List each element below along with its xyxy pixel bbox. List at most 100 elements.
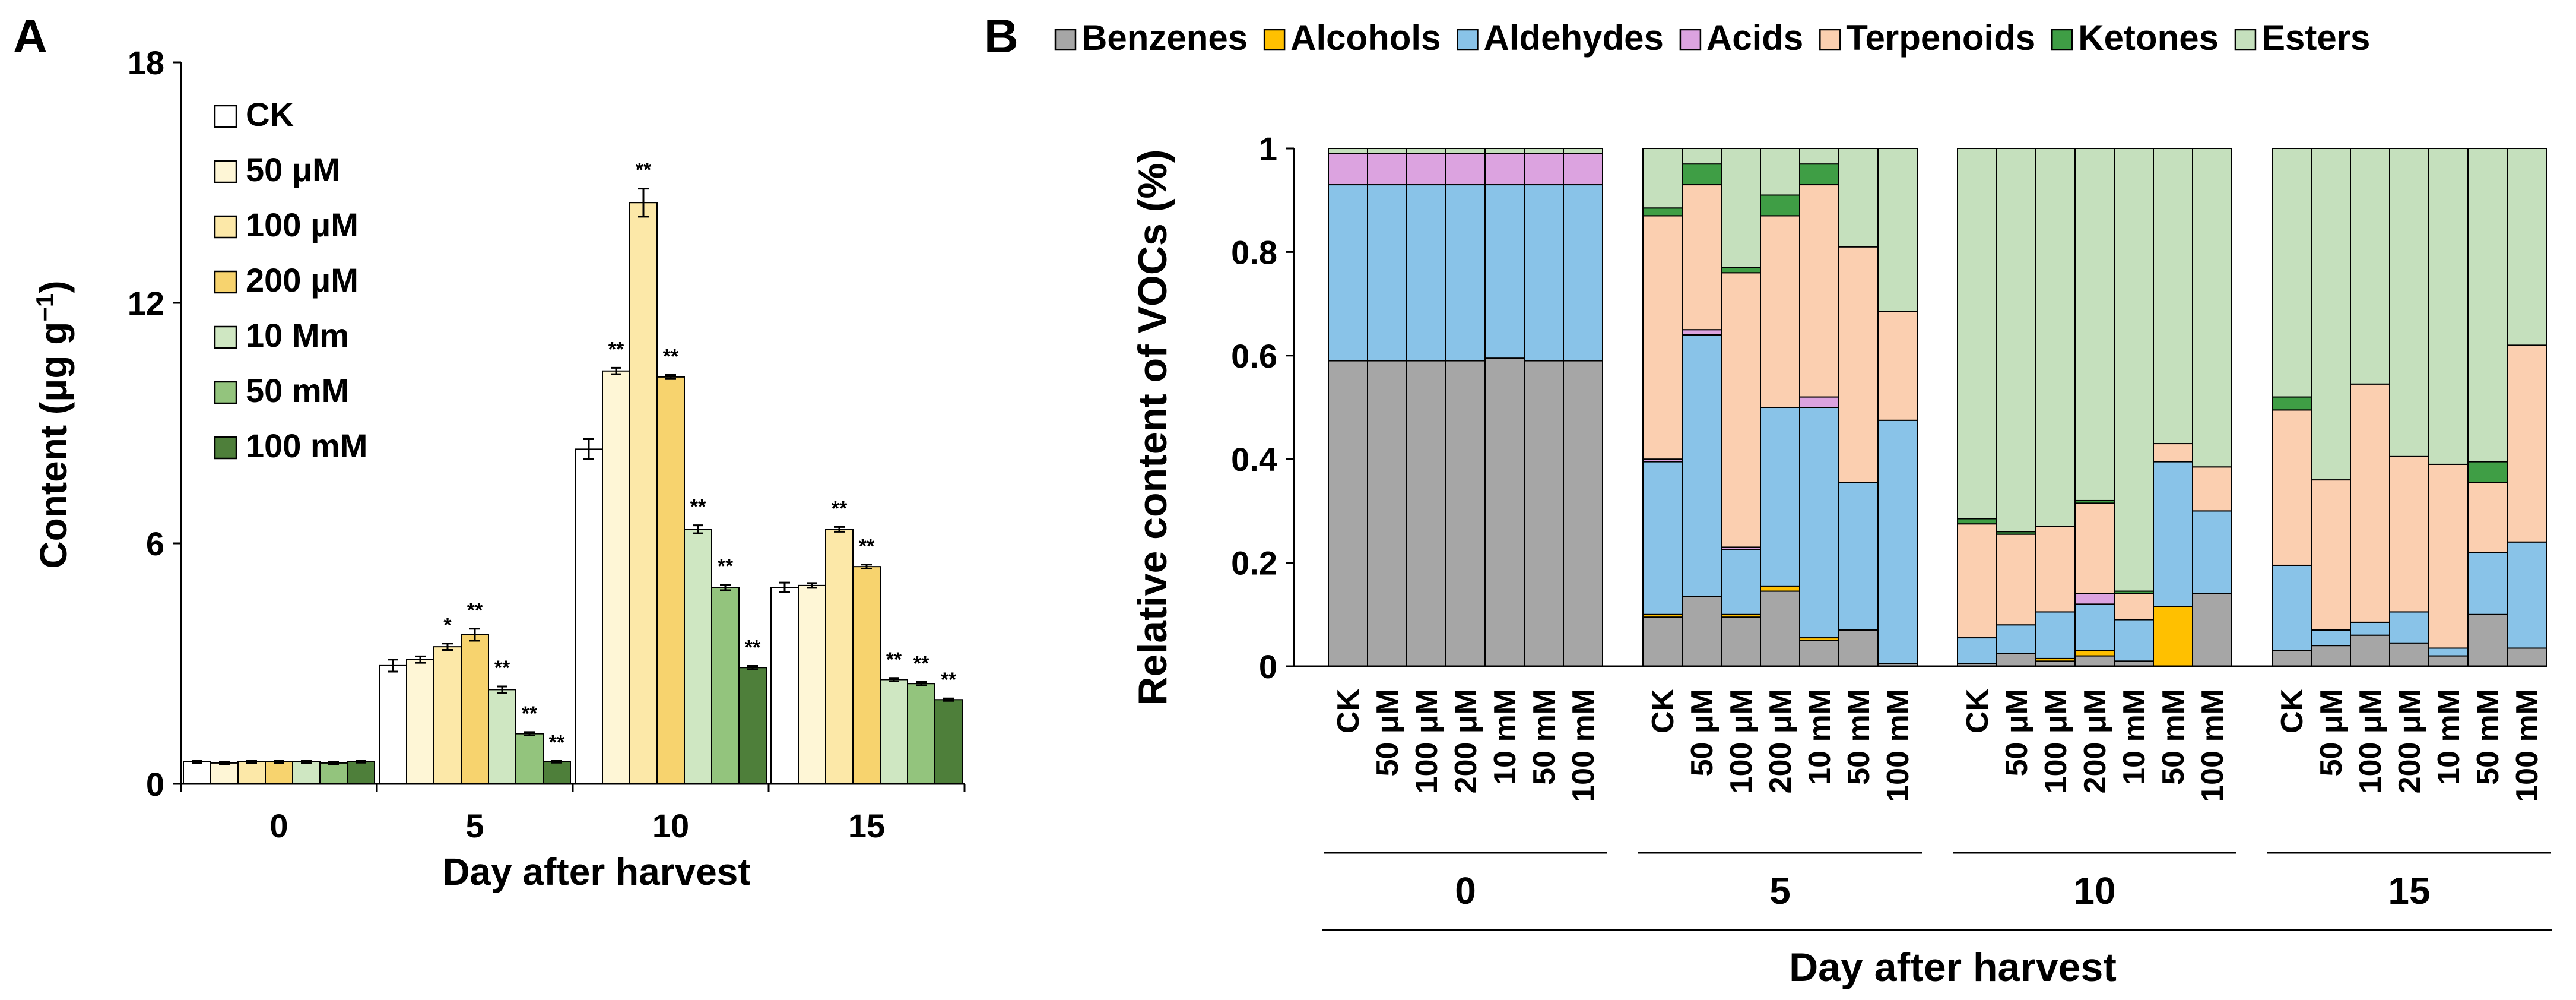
legend-label-acids: Acids [1706, 18, 1803, 58]
y-tick-label: 0.6 [1231, 337, 1277, 375]
treatment-label-50-m-day-5: 50 μM [1685, 689, 1720, 776]
segment-aldehydes-day-5-200-m [1760, 407, 1800, 587]
segment-esters-day-10-100-m [2035, 148, 2076, 527]
segment-alcohols-day-5-200-m [1760, 585, 1800, 592]
treatment-label-ck-day-15: CK [2275, 689, 2309, 734]
segment-aldehydes-day-15-50-mm [2467, 552, 2508, 615]
segment-terpenoids-day-5-100-mm [1877, 311, 1918, 421]
segment-terpenoids-day-5-ck [1642, 215, 1683, 460]
segment-acids-day-0-ck [1328, 153, 1368, 186]
segment-benzenes-day-5-10-mm [1799, 640, 1839, 667]
significance-label: ** [690, 496, 706, 518]
treatment-label-50-m-day-0: 50 μM [1371, 689, 1405, 776]
x-tick-label-day-10: 10 [652, 807, 689, 844]
segment-benzenes-day-0-100-mm [1563, 360, 1603, 667]
treatment-label-100-mm-day-15: 100 mM [2510, 689, 2545, 802]
panel-b-category-axis: CK 50 μM 100 μM 200 μM 10 mM 50 mM 100 mM CK 50 … [1322, 689, 2552, 931]
segment-aldehydes-day-5-100-mm [1877, 419, 1918, 664]
bar-100-m-day-5 [433, 646, 462, 785]
segment-benzenes-day-5-100-m [1721, 616, 1761, 667]
treatment-label-200-m-day-0: 200 μM [1449, 689, 1483, 793]
bar-200-m-day-10 [656, 376, 685, 784]
segment-terpenoids-day-10-100-m [2035, 526, 2076, 613]
segment-aldehydes-day-15-50-m [2311, 629, 2351, 647]
segment-benzenes-day-0-100-m [1406, 360, 1446, 667]
bar-10-mm-day-15 [880, 679, 908, 784]
segment-terpenoids-day-10-ck [1957, 523, 1997, 639]
y-tick-label: 1 [1259, 130, 1277, 167]
segment-aldehydes-day-10-100-m [2035, 611, 2076, 659]
segment-ketones-day-5-100-m [1721, 267, 1761, 274]
treatment-label-100-m-day-5: 100 μM [1724, 689, 1759, 793]
treatment-label-100-mm-day-10: 100 mM [2196, 689, 2230, 802]
segment-terpenoids-day-15-50-mm [2467, 482, 2508, 553]
treatment-label-50-m-day-15: 50 μM [2314, 689, 2349, 776]
segment-esters-day-15-10-mm [2428, 148, 2469, 465]
segment-ketones-day-15-50-mm [2467, 461, 2508, 483]
segment-esters-day-0-100-mm [1563, 148, 1603, 154]
segment-benzenes-day-15-50-mm [2467, 613, 2508, 667]
segment-aldehydes-day-0-50-m [1367, 184, 1407, 362]
panel-a-y-axis-title-sup: −1 [31, 293, 59, 322]
bar-200-m-day-5 [461, 634, 489, 785]
panel-a-y-axis-title-main: Content (μg g [32, 322, 75, 569]
segment-esters-day-10-50-mm [2153, 148, 2193, 445]
treatment-label-200-m-day-10: 200 μM [2078, 689, 2112, 793]
segment-aldehydes-day-10-ck [1957, 637, 1997, 664]
segment-aldehydes-day-10-50-m [1996, 624, 2036, 654]
segment-esters-day-0-100-m [1406, 148, 1446, 154]
segment-ketones-day-5-ck [1642, 207, 1683, 217]
segment-acids-day-0-100-mm [1563, 153, 1603, 186]
bar-10-mm-day-5 [488, 689, 516, 784]
treatment-label-50-mm-day-10: 50 mM [2156, 689, 2191, 785]
segment-terpenoids-day-5-100-m [1721, 272, 1761, 548]
segment-esters-day-5-10-mm [1799, 148, 1839, 165]
segment-esters-day-15-50-m [2311, 148, 2351, 481]
segment-acids-day-0-100-m [1406, 153, 1446, 186]
segment-benzenes-day-0-10-mm [1484, 357, 1525, 667]
segment-benzenes-day-15-200-m [2389, 642, 2429, 667]
treatment-label-50-mm-day-15: 50 mM [2471, 689, 2505, 785]
segment-benzenes-day-5-50-m [1682, 596, 1722, 667]
significance-label: ** [718, 555, 734, 578]
segment-benzenes-day-5-50-mm [1838, 629, 1879, 667]
segment-aldehydes-day-10-10-mm [2114, 619, 2154, 662]
significance-label: ** [859, 535, 875, 558]
segment-aldehydes-day-5-ck [1642, 461, 1683, 615]
segment-ketones-day-15-ck [2272, 396, 2312, 411]
legend-label-alcohols: Alcohols [1290, 18, 1441, 58]
treatment-label-10-mm-day-5: 10 mM [1803, 689, 1837, 785]
segment-aldehydes-day-15-10-mm [2428, 647, 2469, 657]
segment-benzenes-day-15-100-m [2350, 634, 2390, 667]
segment-esters-day-10-100-mm [2192, 148, 2232, 468]
legend-swatch-100-mm [214, 436, 237, 460]
legend-swatch-50-mm [214, 381, 237, 404]
legend-label-esters: Esters [2261, 18, 2370, 58]
segment-terpenoids-day-5-50-m [1682, 184, 1722, 331]
bar-ck-day-10 [575, 448, 603, 784]
segment-benzenes-day-10-50-m [1996, 653, 2036, 667]
treatment-label-100-m-day-0: 100 μM [1410, 689, 1444, 793]
segment-aldehydes-day-10-50-mm [2153, 461, 2193, 607]
treatment-label-200-m-day-5: 200 μM [1763, 689, 1798, 793]
segment-acids-day-5-10-mm [1799, 396, 1839, 408]
legend-swatch-terpenoids [1819, 29, 1841, 51]
significance-label: ** [636, 159, 652, 182]
segment-aldehydes-day-0-10-mm [1484, 184, 1525, 359]
treatment-label-50-m-day-10: 50 μM [2000, 689, 2034, 776]
legend-label-10-mm: 10 Mm [246, 317, 349, 354]
bar-100-m-day-15 [825, 529, 854, 784]
treatment-label-100-mm-day-0: 100 mM [1566, 689, 1601, 802]
segment-acids-day-0-50-mm [1524, 153, 1564, 186]
panel-b-axes: 0 0.2 0.4 0.6 0.8 1 [1231, 130, 2546, 685]
segment-acids-day-5-50-m [1682, 329, 1722, 336]
segment-terpenoids-day-5-50-mm [1838, 246, 1879, 483]
segment-aldehydes-day-15-100-mm [2507, 541, 2547, 649]
bar-50-mm-day-15 [907, 683, 935, 784]
legend-label-ketones: Ketones [2078, 18, 2219, 58]
panel-a-x-axis-title: Day after harvest [442, 850, 750, 893]
legend-label-terpenoids: Terpenoids [1846, 18, 2035, 58]
significance-label: ** [467, 599, 483, 622]
segment-esters-day-5-ck [1642, 148, 1683, 209]
